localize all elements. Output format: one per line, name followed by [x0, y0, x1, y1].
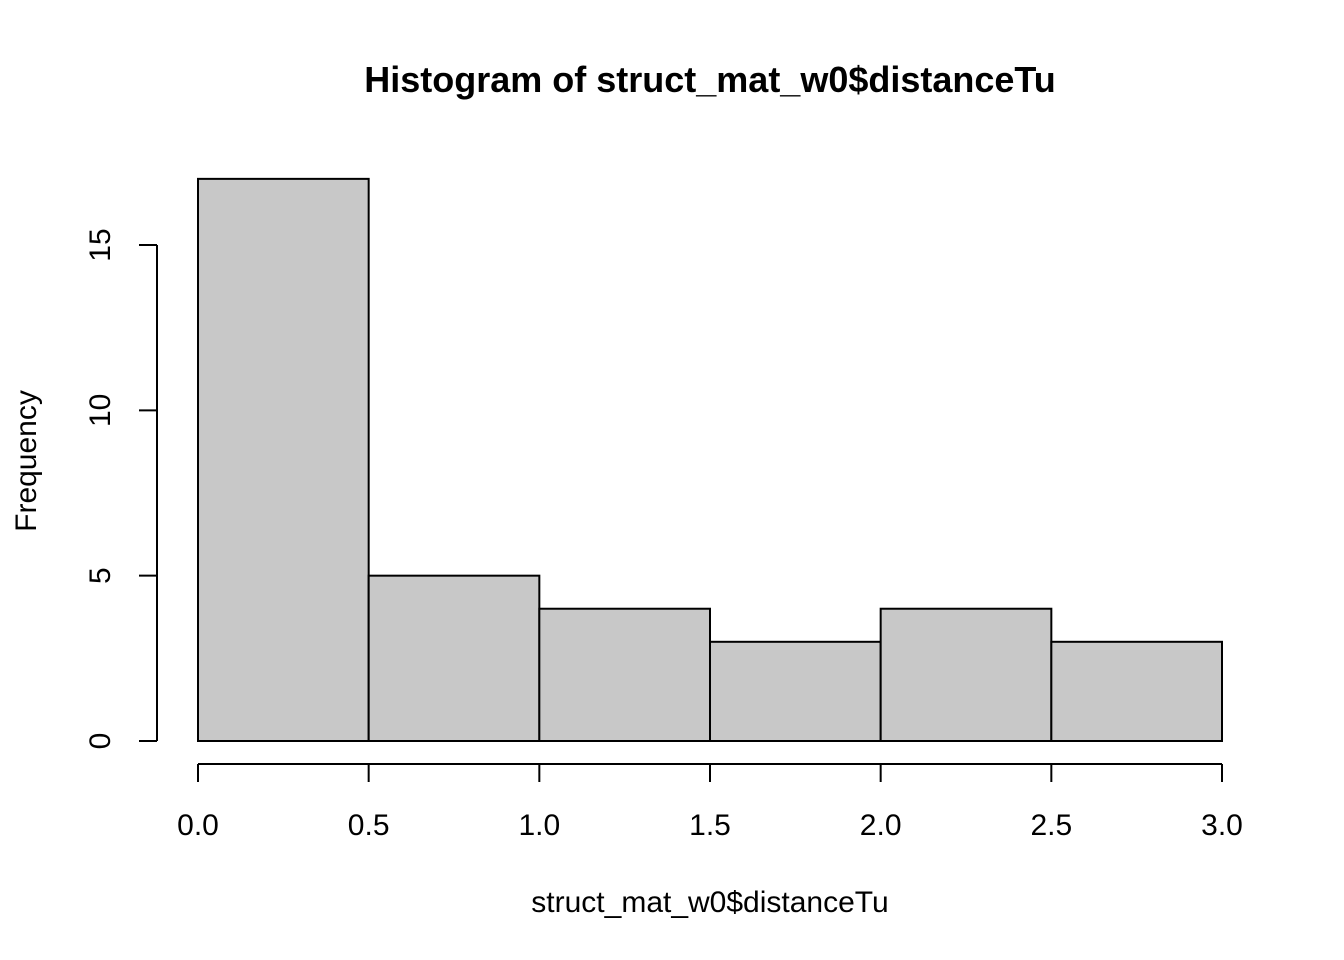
- y-tick-label-1: 5: [84, 567, 117, 584]
- x-axis-label: struct_mat_w0$distanceTu: [531, 886, 888, 919]
- x-tick-label-3: 1.5: [689, 809, 731, 842]
- x-tick-label-1: 0.5: [348, 809, 390, 842]
- chart-title: Histogram of struct_mat_w0$distanceTu: [364, 59, 1056, 100]
- x-tick-label-4: 2.0: [860, 809, 902, 842]
- histogram-bar-5: [1050, 640, 1224, 742]
- y-tick-label-2: 10: [84, 394, 117, 427]
- bars-group: [197, 177, 1224, 743]
- y-axis-label: Frequency: [10, 390, 43, 532]
- y-tick-label-0: 0: [84, 733, 117, 750]
- histogram-bar-2: [538, 607, 711, 742]
- x-tick-label-2: 1.0: [518, 809, 560, 842]
- x-tick-label-0: 0.0: [177, 809, 219, 842]
- x-axis: 0.0 0.5 1.0 1.5 2.0 2.5 3.0: [177, 763, 1243, 842]
- histogram-bar-4: [879, 607, 1053, 742]
- histogram-bar-3: [709, 640, 882, 742]
- y-axis: 0 5 10 15: [84, 228, 158, 750]
- histogram-bar-0: [197, 177, 370, 743]
- histogram-bar-1: [367, 574, 541, 743]
- x-tick-label-5: 2.5: [1030, 809, 1072, 842]
- y-tick-label-3: 15: [84, 228, 117, 261]
- x-tick-label-6: 3.0: [1201, 809, 1243, 842]
